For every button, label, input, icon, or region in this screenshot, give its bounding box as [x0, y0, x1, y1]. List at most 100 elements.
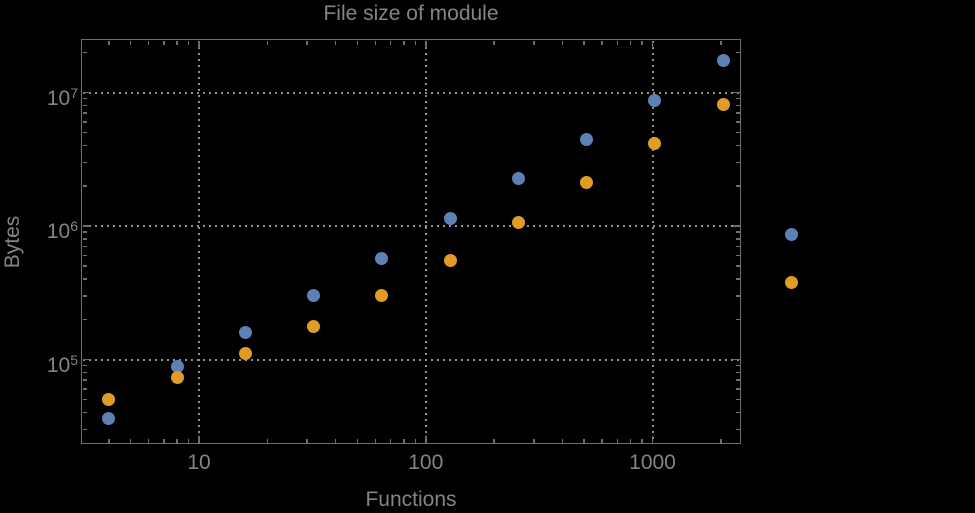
- tick-mark-bottom: [720, 438, 722, 443]
- tick-mark-top: [616, 40, 619, 45]
- tick-mark-top: [147, 40, 150, 45]
- tick-mark-bottom: [561, 438, 564, 443]
- tick-mark-top: [720, 40, 722, 45]
- tick-mark-top: [374, 40, 377, 45]
- data-point-orange-series: [238, 347, 252, 361]
- tick-mark-right: [735, 185, 740, 187]
- tick-mark-right: [735, 112, 740, 114]
- tick-mark-left: [82, 245, 87, 248]
- tick-mark-right: [732, 91, 740, 94]
- tick-mark-bottom: [583, 438, 585, 443]
- tick-mark-right: [735, 278, 740, 280]
- tick-mark-right: [735, 121, 740, 123]
- tick-mark-bottom: [187, 438, 190, 443]
- tick-mark-left: [82, 225, 90, 227]
- plot-frame: [81, 39, 741, 444]
- tick-mark-left: [82, 265, 87, 267]
- tick-mark-bottom: [629, 438, 632, 443]
- tick-mark-bottom: [651, 435, 654, 443]
- y-tick-label: 107: [46, 84, 78, 110]
- tick-mark-bottom: [389, 438, 392, 443]
- tick-mark-right: [735, 97, 740, 100]
- tick-mark-left: [82, 104, 87, 107]
- y-tick-label: 105: [46, 351, 78, 377]
- tick-mark-bottom: [425, 435, 427, 443]
- data-point-orange-series: [648, 136, 662, 150]
- tick-mark-right: [735, 295, 740, 297]
- tick-mark-left: [82, 254, 87, 257]
- tick-mark-bottom: [601, 438, 603, 443]
- data-point-blue-series: [170, 359, 184, 373]
- data-point-blue-series: [784, 228, 798, 242]
- tick-mark-left: [82, 238, 87, 240]
- tick-mark-left: [82, 121, 87, 123]
- tick-mark-top: [187, 40, 190, 45]
- tick-mark-bottom: [266, 438, 268, 443]
- tick-mark-top: [108, 40, 110, 45]
- tick-mark-top: [414, 40, 417, 45]
- tick-mark-bottom: [356, 438, 359, 443]
- data-point-blue-series: [307, 289, 321, 303]
- tick-mark-bottom: [334, 438, 337, 443]
- tick-mark-bottom: [414, 438, 417, 443]
- tick-mark-left: [82, 379, 87, 381]
- tick-mark-right: [732, 225, 740, 227]
- data-point-blue-series: [716, 54, 730, 68]
- tick-mark-top: [641, 40, 643, 45]
- tick-mark-bottom: [306, 438, 308, 443]
- tick-mark-top: [389, 40, 392, 45]
- data-point-blue-series: [443, 211, 457, 225]
- tick-mark-right: [735, 51, 740, 54]
- tick-mark-left: [82, 278, 87, 280]
- data-point-orange-series: [375, 289, 389, 303]
- x-tick-label: 1000: [629, 451, 676, 474]
- tick-mark-right: [735, 245, 740, 248]
- tick-mark-top: [425, 40, 427, 48]
- tick-mark-top: [403, 40, 405, 45]
- data-point-blue-series: [511, 172, 525, 186]
- tick-mark-left: [82, 371, 87, 374]
- tick-mark-top: [129, 40, 132, 45]
- tick-mark-right: [732, 358, 740, 361]
- data-point-blue-series: [580, 132, 594, 146]
- tick-mark-right: [735, 364, 740, 367]
- tick-mark-top: [651, 40, 654, 48]
- data-point-orange-series: [580, 176, 594, 190]
- tick-mark-bottom: [403, 438, 405, 443]
- tick-mark-left: [82, 318, 87, 321]
- tick-mark-top: [163, 40, 165, 45]
- tick-mark-top: [306, 40, 308, 45]
- tick-mark-right: [735, 371, 740, 374]
- gridline-vertical: [198, 41, 200, 442]
- tick-mark-bottom: [533, 438, 535, 443]
- tick-mark-left: [82, 97, 87, 100]
- chart-title: File size of module: [323, 2, 499, 25]
- tick-mark-left: [82, 358, 90, 361]
- y-tick-label: 106: [46, 218, 78, 243]
- tick-mark-right: [735, 388, 740, 390]
- tick-mark-top: [561, 40, 564, 45]
- tick-mark-right: [735, 265, 740, 267]
- tick-mark-left: [82, 185, 87, 187]
- tick-mark-top: [334, 40, 337, 45]
- tick-mark-bottom: [163, 438, 165, 443]
- tick-mark-bottom: [616, 438, 619, 443]
- tick-mark-left: [82, 161, 87, 164]
- tick-mark-bottom: [198, 435, 200, 443]
- tick-mark-left: [82, 398, 87, 401]
- data-point-blue-series: [648, 94, 662, 108]
- gridline-vertical: [651, 41, 654, 442]
- tick-mark-bottom: [108, 438, 110, 443]
- tick-mark-left: [82, 411, 87, 414]
- tick-mark-top: [356, 40, 359, 45]
- tick-mark-right: [735, 144, 740, 147]
- data-point-orange-series: [307, 319, 321, 333]
- tick-mark-top: [583, 40, 585, 45]
- tick-mark-right: [735, 161, 740, 164]
- tick-mark-right: [735, 379, 740, 381]
- tick-mark-top: [601, 40, 603, 45]
- tick-mark-left: [82, 51, 87, 54]
